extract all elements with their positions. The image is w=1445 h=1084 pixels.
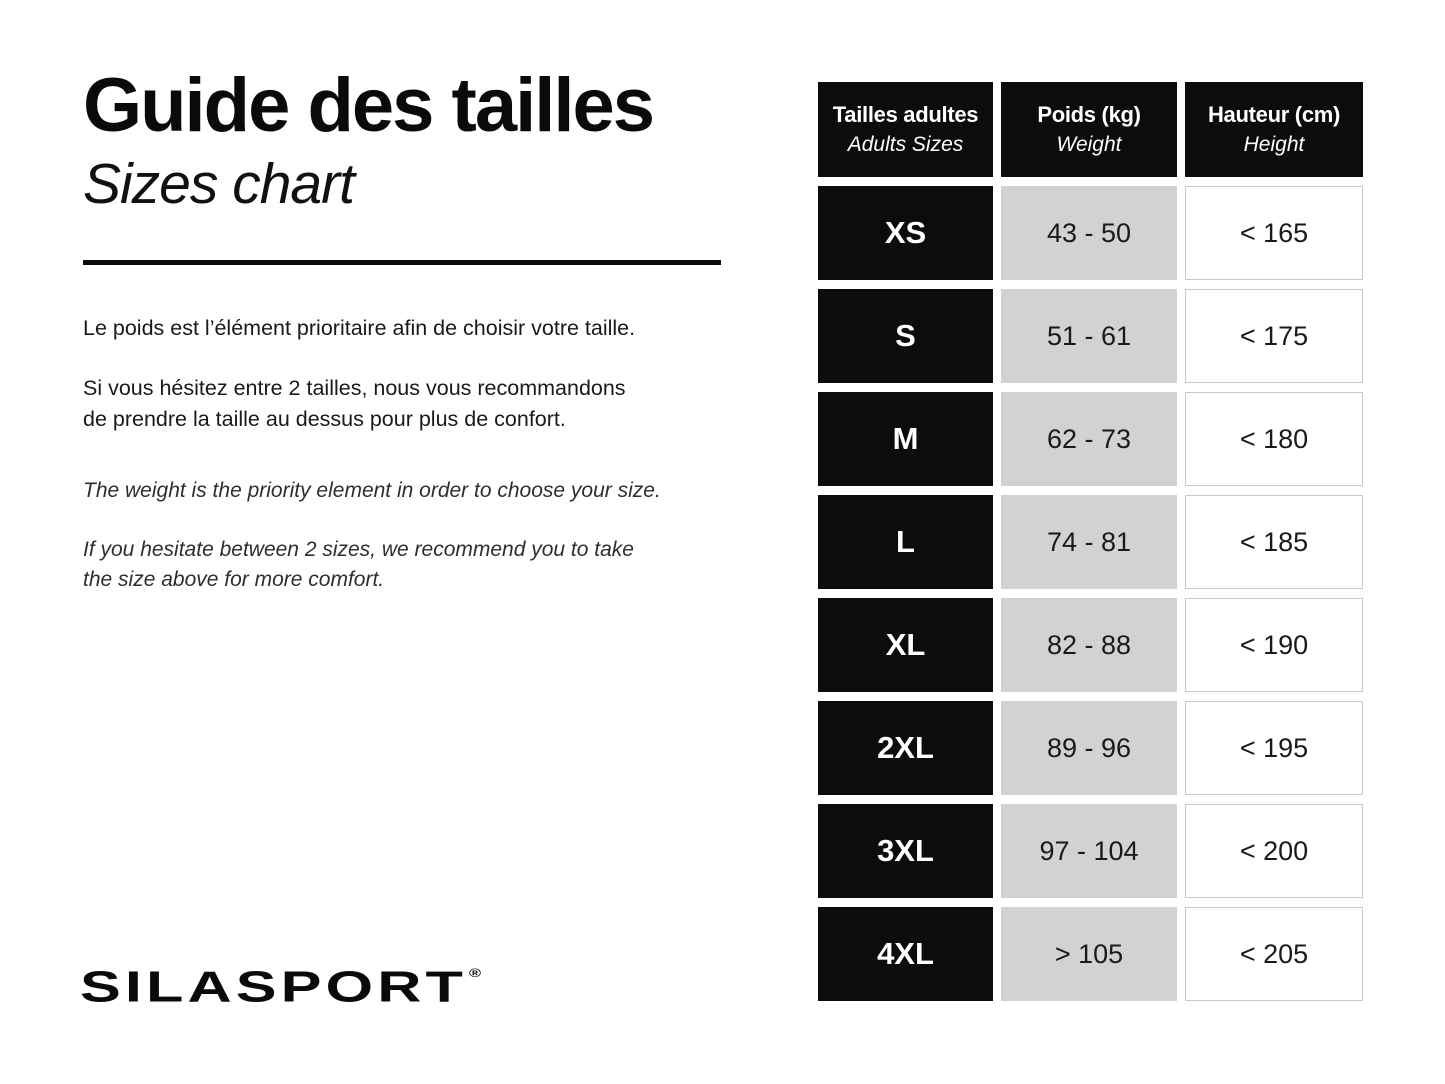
- size-cell-xs: XS: [818, 186, 993, 280]
- intro-paragraph-en-2: If you hesitate between 2 sizes, we reco…: [83, 535, 773, 596]
- divider-line: [83, 260, 721, 265]
- size-cell-m: M: [818, 392, 993, 486]
- header-sizes-en: Adults Sizes: [847, 132, 964, 156]
- weight-cell-4xl: > 105: [1001, 907, 1177, 1001]
- size-cell-xl: XL: [818, 598, 993, 692]
- header-weight-fr: Poids (kg): [1037, 102, 1141, 128]
- table-header-sizes: Tailles adultes Adults Sizes: [818, 82, 993, 177]
- info-panel: Guide des tailles Sizes chart Le poids e…: [83, 68, 773, 596]
- table-header-height: Hauteur (cm) Height: [1185, 82, 1363, 177]
- weight-cell-xl: 82 - 88: [1001, 598, 1177, 692]
- size-cell-2xl: 2XL: [818, 701, 993, 795]
- size-cell-l: L: [818, 495, 993, 589]
- size-table: Tailles adultes Adults Sizes Poids (kg) …: [818, 82, 1363, 1001]
- weight-cell-3xl: 97 - 104: [1001, 804, 1177, 898]
- intro-fr-2-line-1: Si vous hésitez entre 2 tailles, nous vo…: [83, 376, 626, 401]
- height-cell-2xl: < 195: [1185, 701, 1363, 795]
- intro-en-1-line: The weight is the priority element in or…: [83, 478, 661, 502]
- intro-paragraph-en-1: The weight is the priority element in or…: [83, 476, 773, 506]
- height-cell-s: < 175: [1185, 289, 1363, 383]
- header-weight-en: Weight: [1056, 132, 1122, 156]
- height-cell-m: < 180: [1185, 392, 1363, 486]
- height-cell-4xl: < 205: [1185, 907, 1363, 1001]
- page-subtitle: Sizes chart: [83, 152, 355, 216]
- weight-cell-xs: 43 - 50: [1001, 186, 1177, 280]
- weight-cell-2xl: 89 - 96: [1001, 701, 1177, 795]
- header-height-fr: Hauteur (cm): [1207, 102, 1341, 128]
- intro-paragraph-fr-2: Si vous hésitez entre 2 tailles, nous vo…: [83, 373, 773, 435]
- height-cell-l: < 185: [1185, 495, 1363, 589]
- table-header-weight: Poids (kg) Weight: [1001, 82, 1177, 177]
- intro-fr-2-line-2: de prendre la taille au dessus pour plus…: [83, 407, 566, 432]
- size-cell-4xl: 4XL: [818, 907, 993, 1001]
- header-sizes-fr: Tailles adultes: [832, 102, 979, 128]
- height-cell-xl: < 190: [1185, 598, 1363, 692]
- size-cell-3xl: 3XL: [818, 804, 993, 898]
- height-cell-3xl: < 200: [1185, 804, 1363, 898]
- intro-paragraph-fr-1: Le poids est l’élément prioritaire afin …: [83, 313, 773, 344]
- intro-fr-1-line: Le poids est l’élément prioritaire afin …: [83, 316, 636, 340]
- silasport-logo-text: SILASPORT: [80, 962, 467, 1011]
- header-height-en: Height: [1243, 132, 1305, 156]
- weight-cell-l: 74 - 81: [1001, 495, 1177, 589]
- height-cell-xs: < 165: [1185, 186, 1363, 280]
- size-cell-s: S: [818, 289, 993, 383]
- weight-cell-m: 62 - 73: [1001, 392, 1177, 486]
- intro-en-2-line-2: the size above for more comfort.: [83, 568, 385, 592]
- weight-cell-s: 51 - 61: [1001, 289, 1177, 383]
- intro-en-2-line-1: If you hesitate between 2 sizes, we reco…: [83, 537, 634, 561]
- registered-trademark-icon: ®: [468, 967, 482, 980]
- silasport-logo: SILASPORT ®: [80, 962, 481, 1012]
- page-title: Guide des tailles: [83, 63, 655, 148]
